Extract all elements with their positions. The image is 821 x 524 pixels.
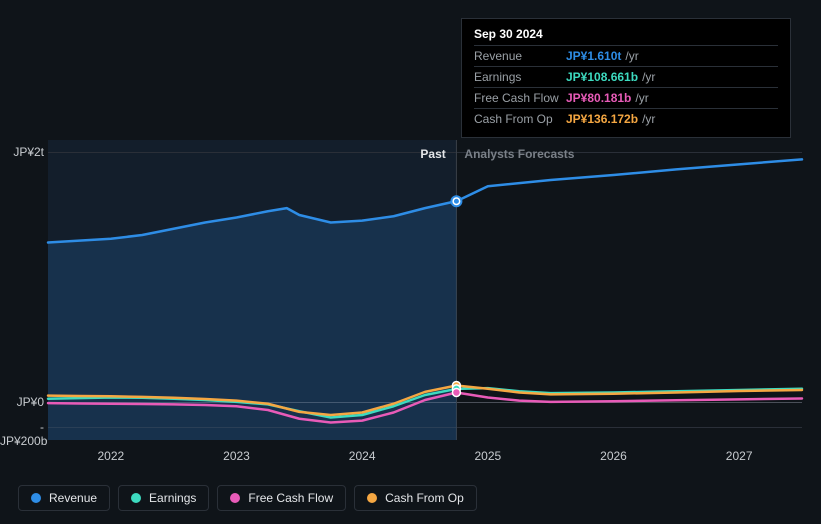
- x-tick-label: 2023: [223, 449, 250, 463]
- legend-item-cfo[interactable]: Cash From Op: [354, 485, 477, 511]
- legend: Revenue Earnings Free Cash Flow Cash From O…: [18, 485, 477, 511]
- legend-swatch-icon: [230, 493, 240, 503]
- tooltip-row-value: JP¥108.661b: [566, 70, 638, 84]
- tooltip-row-value: JP¥136.172b: [566, 112, 638, 126]
- legend-item-label: Free Cash Flow: [248, 491, 333, 505]
- legend-item-fcf[interactable]: Free Cash Flow: [217, 485, 346, 511]
- tooltip-row-unit: /yr: [635, 91, 648, 105]
- x-tick-label: 2022: [97, 449, 124, 463]
- tooltip-row: EarningsJP¥108.661b/yr: [474, 66, 778, 87]
- financials-chart: JP¥2t JP¥0 -JP¥200b 2022 2023 2024 2025 2026 20…: [0, 0, 821, 524]
- legend-swatch-icon: [367, 493, 377, 503]
- tooltip-row-value: JP¥1.610t: [566, 49, 621, 63]
- tooltip-row-unit: /yr: [642, 112, 655, 126]
- tooltip-row-label: Cash From Op: [474, 112, 566, 126]
- y-tick-label: JP¥2t: [0, 145, 44, 159]
- tooltip-date: Sep 30 2024: [474, 27, 778, 41]
- y-tick-label: -JP¥200b: [0, 420, 44, 448]
- y-tick-label: JP¥0: [0, 395, 44, 409]
- legend-swatch-icon: [31, 493, 41, 503]
- tooltip-row-unit: /yr: [625, 49, 638, 63]
- x-tick-label: 2026: [600, 449, 627, 463]
- forecast-label: Analysts Forecasts: [464, 147, 574, 161]
- legend-item-label: Cash From Op: [385, 491, 464, 505]
- legend-item-earnings[interactable]: Earnings: [118, 485, 209, 511]
- tooltip-row-value: JP¥80.181b: [566, 91, 631, 105]
- tooltip-row-unit: /yr: [642, 70, 655, 84]
- legend-item-revenue[interactable]: Revenue: [18, 485, 110, 511]
- x-tick-label: 2024: [349, 449, 376, 463]
- legend-swatch-icon: [131, 493, 141, 503]
- tooltip-row: RevenueJP¥1.610t/yr: [474, 45, 778, 66]
- tooltip: Sep 30 2024 RevenueJP¥1.610t/yrEarningsJ…: [461, 18, 791, 138]
- tooltip-row-label: Free Cash Flow: [474, 91, 566, 105]
- x-tick-label: 2025: [474, 449, 501, 463]
- tooltip-row: Cash From OpJP¥136.172b/yr: [474, 108, 778, 129]
- legend-item-label: Revenue: [49, 491, 97, 505]
- tooltip-row-label: Earnings: [474, 70, 566, 84]
- past-label: Past: [420, 147, 445, 161]
- legend-item-label: Earnings: [149, 491, 196, 505]
- tooltip-row-label: Revenue: [474, 49, 566, 63]
- tooltip-row: Free Cash FlowJP¥80.181b/yr: [474, 87, 778, 108]
- x-tick-label: 2027: [726, 449, 753, 463]
